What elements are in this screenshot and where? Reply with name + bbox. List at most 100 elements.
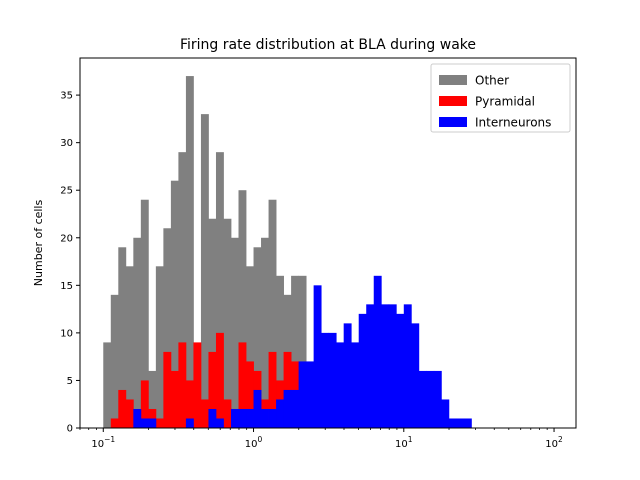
- bar-interneurons-42: [418, 370, 427, 428]
- bar-pyramidal-8: [163, 351, 172, 428]
- bar-interneurons-31: [336, 342, 345, 428]
- bar-other-10: [178, 152, 187, 428]
- bar-other-8: [163, 228, 172, 428]
- legend-swatch-pyramidal: [439, 96, 467, 106]
- chart-title: Firing rate distribution at BLA during w…: [180, 37, 476, 53]
- bar-interneurons-28: [313, 285, 322, 428]
- bar-other-14: [208, 218, 217, 428]
- bar-other-13: [200, 114, 209, 429]
- legend-swatch-interneurons: [439, 117, 467, 127]
- plot-frame: [79, 57, 577, 429]
- bar-interneurons-41: [411, 323, 420, 428]
- bar-interneurons-47: [456, 418, 465, 428]
- bar-other-25: [291, 275, 300, 428]
- bar-other-22: [268, 199, 277, 428]
- y-tick-label-30: 30: [60, 138, 73, 149]
- bar-other-21: [261, 237, 269, 428]
- bar-other-11: [185, 76, 194, 428]
- bar-pyramidal-18: [238, 342, 247, 428]
- x-axis: 10−1 100 101 102: [79, 428, 563, 450]
- series-other: [103, 76, 307, 429]
- y-axis-label: Number of cells: [32, 200, 45, 287]
- bar-interneurons-19: [246, 408, 254, 428]
- bar-interneurons-36: [373, 275, 382, 428]
- bar-other-19: [246, 266, 254, 428]
- bar-interneurons-44: [433, 370, 442, 428]
- bar-pyramidal-9: [170, 370, 179, 428]
- bar-interneurons-48: [463, 418, 472, 428]
- bar-interneurons-33: [351, 342, 360, 428]
- bar-other-23: [276, 275, 284, 428]
- bar-interneurons-46: [448, 418, 457, 428]
- bar-pyramidal-2: [118, 389, 127, 428]
- bar-interneurons-24: [283, 389, 292, 428]
- bar-other-6: [148, 370, 157, 428]
- legend-label-interneurons: Interneurons: [475, 116, 551, 130]
- bar-pyramidal-22: [268, 351, 277, 428]
- bar-interneurons-29: [321, 332, 330, 428]
- legend: Other Pyramidal Interneurons: [430, 63, 571, 133]
- y-tick-label-25: 25: [60, 186, 73, 197]
- bar-interneurons-18: [238, 408, 247, 428]
- bar-pyramidal-3: [125, 399, 134, 428]
- bar-other-17: [230, 237, 239, 428]
- bar-other-0: [103, 342, 112, 428]
- bar-pyramidal-16: [223, 399, 232, 428]
- y-tick-label-35: 35: [60, 91, 73, 102]
- y-tick-label-0: 0: [67, 424, 73, 435]
- legend-label-other: Other: [475, 74, 509, 88]
- bar-interneurons-39: [396, 313, 405, 428]
- bar-interneurons-32: [343, 323, 352, 428]
- bar-pyramidal-15: [215, 332, 224, 428]
- series-interneurons: [133, 275, 472, 428]
- bar-other-4: [133, 237, 142, 428]
- bar-interneurons-45: [441, 399, 450, 428]
- bar-other-7: [155, 266, 164, 428]
- bar-interneurons-35: [366, 304, 375, 428]
- y-tick-label-20: 20: [60, 233, 73, 244]
- bar-other-16: [223, 218, 232, 428]
- bar-pyramidal-11: [185, 380, 194, 428]
- bar-interneurons-25: [291, 389, 300, 428]
- bar-interneurons-17: [230, 408, 239, 428]
- bar-other-26: [298, 275, 307, 428]
- y-tick-label-15: 15: [60, 281, 73, 292]
- y-tick-label-10: 10: [60, 328, 73, 339]
- legend-label-pyramidal: Pyramidal: [475, 95, 535, 109]
- bar-other-3: [125, 266, 134, 428]
- bar-other-1: [110, 294, 119, 428]
- bar-interneurons-14: [208, 408, 217, 428]
- bar-interneurons-27: [306, 361, 315, 428]
- bar-pyramidal-14: [208, 351, 217, 428]
- bar-interneurons-40: [403, 304, 412, 428]
- bar-interneurons-4: [133, 408, 142, 428]
- bar-pyramidal-12: [193, 342, 202, 428]
- bar-interneurons-21: [261, 408, 269, 428]
- bar-interneurons-20: [253, 389, 262, 428]
- y-axis: 0 5 10 15 20 25 30 35: [60, 91, 80, 435]
- x-tick-label-0.1: 10−1: [91, 435, 115, 450]
- bar-other-9: [170, 180, 179, 428]
- bar-interneurons-15: [215, 418, 224, 428]
- x-tick-label-10: 101: [395, 435, 413, 450]
- x-tick-label-100: 102: [545, 435, 563, 450]
- y-tick-label-5: 5: [67, 376, 73, 387]
- bar-other-15: [215, 152, 224, 428]
- bar-interneurons-6: [148, 418, 157, 428]
- bar-interneurons-43: [426, 370, 435, 428]
- bar-interneurons-11: [185, 418, 194, 428]
- bar-interneurons-22: [268, 408, 277, 428]
- bar-interneurons-38: [388, 304, 397, 428]
- bar-other-20: [253, 247, 262, 428]
- bar-pyramidal-1: [110, 418, 119, 428]
- histogram-bars: [103, 76, 472, 429]
- legend-swatch-other: [439, 75, 467, 85]
- bar-interneurons-34: [358, 313, 367, 428]
- bar-pyramidal-10: [178, 342, 187, 428]
- bar-pyramidal-19: [246, 361, 254, 428]
- bar-interneurons-26: [298, 361, 307, 428]
- bar-other-18: [238, 190, 247, 428]
- bar-interneurons-37: [381, 304, 390, 428]
- x-tick-label-1: 100: [245, 435, 263, 450]
